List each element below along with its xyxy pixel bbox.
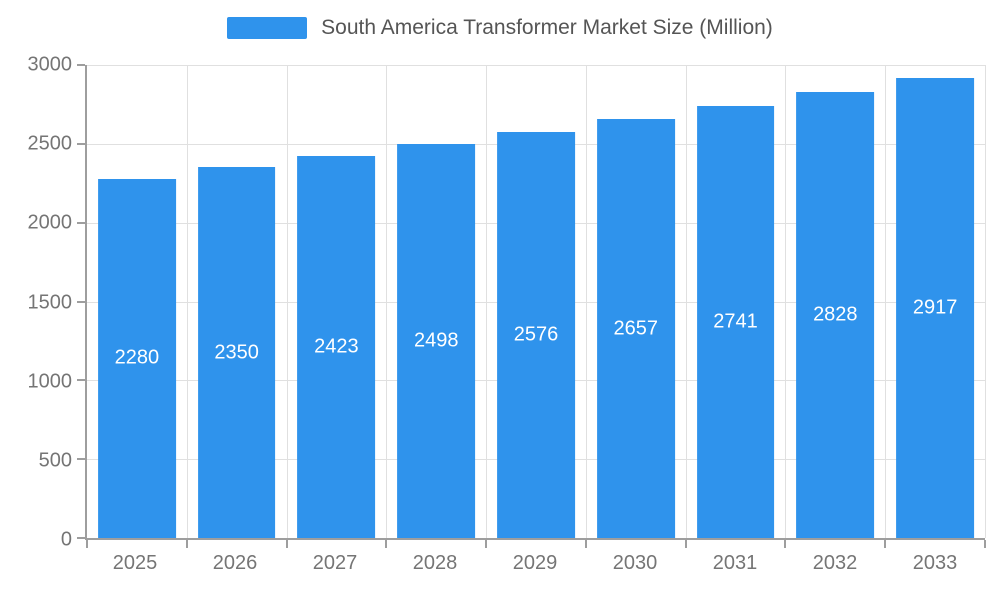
x-tick-label: 2026 xyxy=(212,552,258,574)
gridline-vertical xyxy=(585,65,587,538)
bar-value-label: 2657 xyxy=(613,317,659,340)
x-axis-tick xyxy=(984,540,986,548)
y-axis-tick xyxy=(77,537,85,539)
y-tick-label: 1500 xyxy=(27,291,73,313)
x-tick-label: 2027 xyxy=(312,552,358,574)
bar: 2498 xyxy=(397,144,476,538)
bar: 2350 xyxy=(197,167,276,538)
x-axis-tick xyxy=(86,540,88,548)
y-axis-labels: 0 500 1000 1500 2000 2500 3000 xyxy=(0,54,73,551)
y-tick-label: 2500 xyxy=(27,132,73,155)
bar-cell: 2657 xyxy=(586,65,686,538)
gridline-vertical xyxy=(885,65,887,538)
legend-label: South America Transformer Market Size (M… xyxy=(321,16,773,39)
bar: 2576 xyxy=(497,131,575,538)
bar-value-label: 2917 xyxy=(912,296,958,319)
x-axis-tick xyxy=(684,540,687,548)
gridline-vertical xyxy=(286,65,288,538)
legend[interactable]: South America Transformer Market Size (M… xyxy=(0,16,1000,40)
x-tick-label: 2028 xyxy=(412,552,458,574)
legend-swatch xyxy=(227,17,308,39)
y-tick-label: 2000 xyxy=(27,211,73,234)
x-axis-labels: 2025 2026 2027 2028 2029 2030 2031 2032 2033 xyxy=(85,552,985,575)
bar-value-label: 2741 xyxy=(713,310,758,333)
bar: 2917 xyxy=(896,78,974,538)
bar-value-label: 2576 xyxy=(513,323,559,346)
bar-value-label: 2498 xyxy=(413,329,459,352)
plot-area: 2280 2350 2423 2498 2576 2657 2741 2828 2917 xyxy=(77,64,986,548)
bar-value-label: 2828 xyxy=(813,303,858,326)
bar: 2828 xyxy=(796,92,875,538)
x-axis-tick xyxy=(385,540,388,548)
bar-cell: 2423 xyxy=(287,65,387,538)
x-tick-label: 2025 xyxy=(112,552,158,574)
y-axis-tick xyxy=(77,300,85,303)
bar: 2280 xyxy=(97,178,176,538)
bar: 2657 xyxy=(596,119,675,538)
y-axis-tick xyxy=(77,458,85,461)
bar-value-label: 2423 xyxy=(314,335,359,358)
x-axis-tick xyxy=(185,540,188,548)
y-tick-label: 0 xyxy=(60,528,72,551)
x-axis-tick xyxy=(485,540,488,548)
bar-value-label: 2350 xyxy=(214,341,259,364)
y-tick-label: 3000 xyxy=(27,53,73,76)
gridline-vertical xyxy=(785,65,787,538)
y-axis-tick xyxy=(77,379,85,382)
x-tick-label: 2029 xyxy=(512,552,558,574)
bar-cell: 2350 xyxy=(187,65,287,538)
x-axis-tick xyxy=(584,540,587,548)
gridline-vertical xyxy=(685,65,687,538)
gridline-vertical xyxy=(985,65,986,538)
y-tick-label: 1000 xyxy=(27,370,73,393)
bar-cell: 2576 xyxy=(486,65,586,538)
bar-cell: 2917 xyxy=(885,65,985,538)
bar: 2741 xyxy=(696,105,775,538)
x-tick-label: 2030 xyxy=(612,552,658,574)
bar-value-label: 2280 xyxy=(114,346,160,369)
y-axis-tick xyxy=(77,221,85,224)
bar: 2423 xyxy=(297,155,376,538)
y-tick-label: 500 xyxy=(38,449,72,472)
y-axis-tick xyxy=(77,64,85,66)
gridline-vertical xyxy=(386,65,388,538)
x-tick-label: 2033 xyxy=(912,552,958,574)
gridline-horizontal xyxy=(87,65,985,66)
x-tick-label: 2031 xyxy=(712,552,758,574)
y-axis-tick xyxy=(77,142,85,145)
bar-cell: 2741 xyxy=(686,65,786,538)
gridline-vertical xyxy=(186,65,188,538)
x-tick-label: 2032 xyxy=(812,552,858,574)
bar-cell: 2828 xyxy=(785,65,885,538)
x-axis-tick xyxy=(884,540,887,548)
x-axis-tick xyxy=(285,540,288,548)
bar-cell: 2280 xyxy=(87,65,187,538)
x-axis-tick xyxy=(784,540,787,548)
bar-cell: 2498 xyxy=(386,65,486,538)
gridline-vertical xyxy=(486,65,488,538)
